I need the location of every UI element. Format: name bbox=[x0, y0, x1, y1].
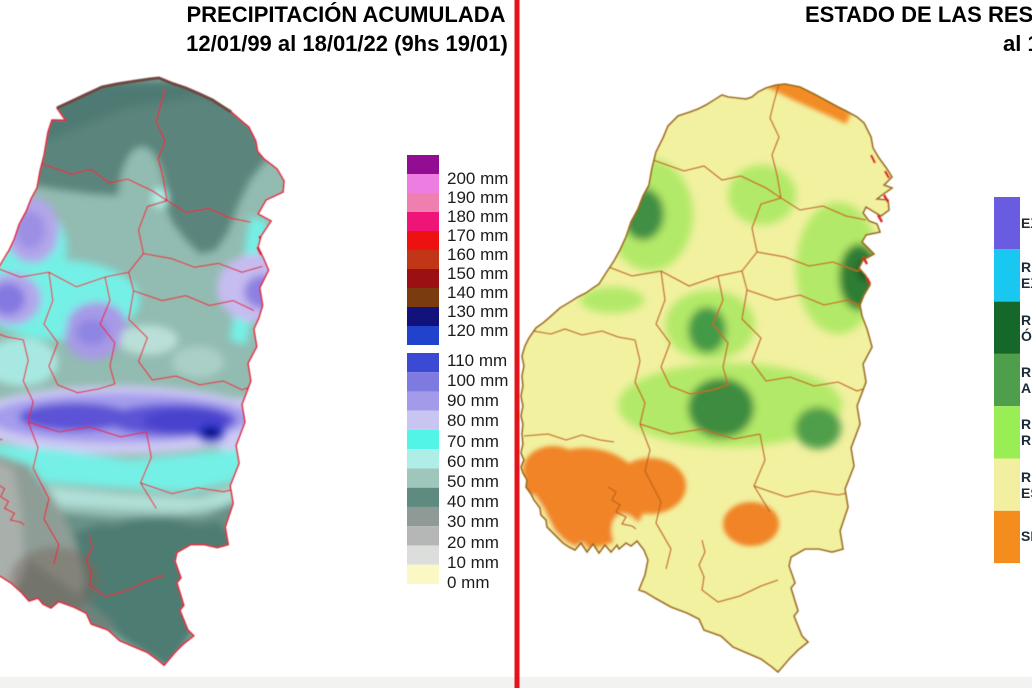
svg-text:RESERVAS: RESERVAS bbox=[1021, 364, 1032, 380]
svg-text:170 mm: 170 mm bbox=[447, 226, 508, 245]
svg-text:60 mm: 60 mm bbox=[447, 452, 499, 471]
svg-text:12/01/99 al 18/01/22 (9hs 19/0: 12/01/99 al 18/01/22 (9hs 19/01) bbox=[186, 31, 508, 56]
svg-text:ESTADO DE LAS RESERVAS: ESTADO DE LAS RESERVAS bbox=[805, 2, 1032, 27]
svg-text:30 mm: 30 mm bbox=[447, 512, 499, 531]
svg-text:RESERVAS: RESERVAS bbox=[1021, 416, 1032, 432]
svg-text:80 mm: 80 mm bbox=[447, 411, 499, 430]
svg-text:130 mm: 130 mm bbox=[447, 302, 508, 321]
svg-text:180 mm: 180 mm bbox=[447, 207, 508, 226]
svg-text:20 mm: 20 mm bbox=[447, 533, 499, 552]
svg-text:RESERVAS: RESERVAS bbox=[1021, 469, 1032, 485]
svg-text:RESERVAS: RESERVAS bbox=[1021, 259, 1032, 275]
svg-text:0 mm: 0 mm bbox=[447, 573, 490, 592]
svg-text:10 mm: 10 mm bbox=[447, 553, 499, 572]
svg-text:110 mm: 110 mm bbox=[447, 351, 507, 370]
svg-text:SEQUÍA: SEQUÍA bbox=[1021, 528, 1032, 544]
svg-text:al 18/01/22: al 18/01/22 bbox=[1003, 31, 1032, 56]
svg-text:90 mm: 90 mm bbox=[447, 391, 499, 410]
svg-text:190 mm: 190 mm bbox=[447, 188, 508, 207]
svg-text:ADECUADAS: ADECUADAS bbox=[1021, 380, 1032, 396]
svg-text:150 mm: 150 mm bbox=[447, 264, 508, 283]
svg-text:PRECIPITACIÓN ACUMULADA: PRECIPITACIÓN ACUMULADA bbox=[187, 2, 506, 27]
svg-text:EXCESOS: EXCESOS bbox=[1021, 215, 1032, 231]
svg-text:200 mm: 200 mm bbox=[447, 169, 508, 188]
svg-text:ÓPTIMAS: ÓPTIMAS bbox=[1021, 327, 1032, 344]
svg-text:120 mm: 120 mm bbox=[447, 321, 508, 340]
svg-text:70 mm: 70 mm bbox=[447, 432, 499, 451]
svg-text:140 mm: 140 mm bbox=[447, 283, 508, 302]
svg-text:ESCASAS: ESCASAS bbox=[1021, 485, 1032, 501]
svg-text:EXCESIVAS: EXCESIVAS bbox=[1021, 275, 1032, 291]
svg-text:REGULARES: REGULARES bbox=[1021, 432, 1032, 448]
svg-text:RESERVAS: RESERVAS bbox=[1021, 312, 1032, 328]
svg-text:40 mm: 40 mm bbox=[447, 492, 499, 511]
svg-text:50 mm: 50 mm bbox=[447, 472, 499, 491]
svg-text:160 mm: 160 mm bbox=[447, 245, 508, 264]
svg-text:100 mm: 100 mm bbox=[447, 371, 508, 390]
